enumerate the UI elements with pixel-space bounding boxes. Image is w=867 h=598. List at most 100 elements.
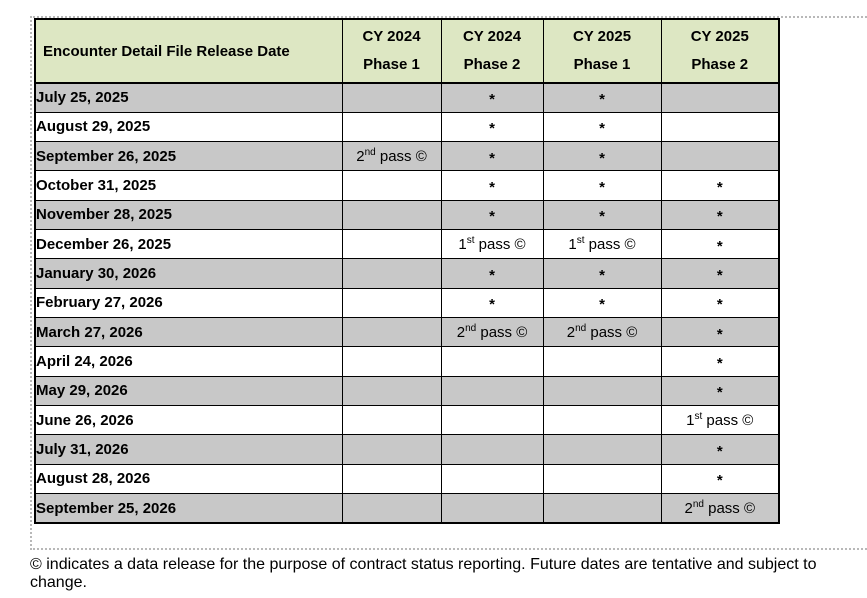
- table-row: March 27, 2026 2nd pass © 2nd pass © *: [34, 317, 780, 348]
- table-cell: [341, 82, 442, 113]
- table-cell: *: [440, 258, 544, 289]
- header-year-label: CY 2024: [462, 28, 522, 45]
- table-cell: [660, 111, 780, 143]
- table-cell: *: [660, 375, 780, 407]
- asterisk-marker: *: [489, 296, 495, 314]
- table-cell: *: [542, 199, 662, 231]
- table-cell: [542, 346, 662, 377]
- release-schedule-table: Encounter Detail File Release Date CY 20…: [34, 18, 780, 524]
- table-cell: *: [660, 229, 780, 260]
- asterisk-marker: *: [716, 443, 723, 461]
- table-cell: [341, 346, 442, 377]
- table-cell: *: [440, 170, 544, 201]
- header-year-label: CY 2025: [572, 28, 632, 45]
- asterisk-marker: *: [599, 91, 605, 109]
- table-cell: *: [542, 141, 662, 172]
- asterisk-marker: *: [716, 208, 723, 226]
- asterisk-marker: *: [599, 296, 605, 314]
- date-cell: February 27, 2026: [34, 287, 343, 319]
- table-row: September 25, 2026 2nd pass ©: [34, 493, 780, 524]
- table-row: December 26, 2025 1st pass © 1st pass © *: [34, 229, 780, 260]
- header-phase-label: Phase 2: [463, 56, 521, 73]
- date-cell: July 31, 2026: [34, 434, 343, 465]
- footnote: © indicates a data release for the purpo…: [30, 556, 817, 591]
- asterisk-marker: *: [716, 325, 723, 343]
- table-cell: 2nd pass ©: [542, 317, 662, 348]
- asterisk-marker: *: [716, 237, 723, 255]
- header-year-label: CY 2024: [362, 28, 421, 45]
- table-row: July 25, 2025 * *: [34, 82, 780, 113]
- table-row: January 30, 2026 * * *: [34, 258, 780, 289]
- table-cell: *: [542, 111, 662, 143]
- asterisk-marker: *: [716, 384, 723, 402]
- table-cell: *: [660, 463, 780, 495]
- header-phase-label: Phase 1: [363, 56, 420, 73]
- asterisk-marker: *: [489, 179, 495, 197]
- header-year-label: CY 2025: [690, 28, 749, 45]
- date-cell: November 28, 2025: [34, 199, 343, 231]
- table-cell: [542, 493, 662, 524]
- table-row: April 24, 2026 *: [34, 346, 780, 377]
- table-row: August 29, 2025 * *: [34, 111, 780, 143]
- table-cell: *: [660, 346, 780, 377]
- ordinal-suffix: nd: [465, 322, 477, 334]
- table-cell: [440, 434, 544, 465]
- table-cell: [341, 111, 442, 143]
- table-row: June 26, 2026 1st pass ©: [34, 405, 780, 436]
- asterisk-marker: *: [599, 208, 605, 226]
- column-header-cy2025-phase1: CY 2025 Phase 1: [542, 18, 662, 84]
- table-cell: *: [660, 287, 780, 319]
- table-cell: *: [440, 287, 544, 319]
- asterisk-marker: *: [489, 91, 495, 109]
- table-cell: [341, 493, 442, 524]
- table-cell: 2nd pass ©: [660, 493, 780, 524]
- asterisk-marker: *: [599, 267, 605, 285]
- table-row: October 31, 2025 * * *: [34, 170, 780, 201]
- date-cell: April 24, 2026: [34, 346, 343, 377]
- table-cell: [440, 405, 544, 436]
- table-cell: *: [440, 141, 544, 172]
- date-cell: July 25, 2025: [34, 82, 343, 113]
- table-cell: [542, 375, 662, 407]
- date-cell: October 31, 2025: [34, 170, 343, 201]
- table-cell: *: [660, 170, 780, 201]
- table-cell: [341, 317, 442, 348]
- header-phase-label: Phase 2: [691, 56, 749, 73]
- ordinal-suffix: nd: [692, 498, 704, 510]
- date-cell: May 29, 2026: [34, 375, 343, 407]
- table-cell: *: [660, 317, 780, 348]
- table-cell: [341, 170, 442, 201]
- asterisk-marker: *: [716, 472, 723, 490]
- table-row: July 31, 2026 *: [34, 434, 780, 465]
- table-cell: 1st pass ©: [542, 229, 662, 260]
- table-cell: [542, 434, 662, 465]
- date-cell: September 25, 2026: [34, 493, 343, 524]
- table-row: November 28, 2025 * * *: [34, 199, 780, 231]
- table-cell: *: [542, 258, 662, 289]
- table-cell: [341, 375, 442, 407]
- table-cell: *: [440, 199, 544, 231]
- asterisk-marker: *: [599, 120, 605, 138]
- asterisk-marker: *: [599, 179, 605, 197]
- date-cell: March 27, 2026: [34, 317, 343, 348]
- table-cell: [440, 493, 544, 524]
- date-cell: August 29, 2025: [34, 111, 343, 143]
- table-cell: [341, 463, 442, 495]
- table-cell: [542, 405, 662, 436]
- table-cell: [341, 229, 442, 260]
- table-cell: [341, 199, 442, 231]
- table-cell: 1st pass ©: [660, 405, 780, 436]
- asterisk-marker: *: [489, 149, 495, 167]
- table-cell: [542, 463, 662, 495]
- table-cell: *: [660, 258, 780, 289]
- table-cell: *: [440, 111, 544, 143]
- date-cell: December 26, 2025: [34, 229, 343, 260]
- column-header-release-date: Encounter Detail File Release Date: [34, 18, 343, 84]
- table-cell: *: [440, 82, 544, 113]
- table-cell: *: [660, 199, 780, 231]
- table-cell: *: [542, 170, 662, 201]
- table-cell: [440, 346, 544, 377]
- table-cell: [660, 141, 780, 172]
- table-cell: [660, 82, 780, 113]
- ordinal-suffix: st: [694, 410, 703, 422]
